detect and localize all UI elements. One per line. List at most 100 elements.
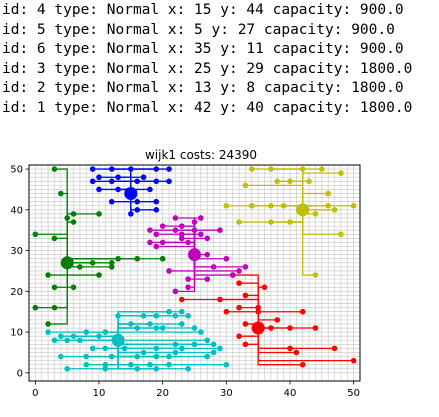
battery-info-line: id: 2 type: Normal x: 13 y: 8 capacity: … [2,80,404,97]
battery-point [111,333,125,347]
house-point [191,325,198,331]
house-point [153,365,160,372]
house-point [255,304,261,311]
battery-info-text: id: 4 type: Normal x: 15 y: 44 capacity:… [2,1,412,119]
house-point [96,333,102,339]
house-point [70,284,77,291]
house-point [172,312,179,319]
house-point [32,231,39,238]
house-point [128,321,134,327]
house-point [102,361,109,368]
house-point [280,202,287,209]
house-point [166,308,172,315]
house-point [178,296,185,303]
house-point [32,304,39,311]
plot-frame [28,164,361,382]
house-point [236,219,242,225]
house-point [185,239,191,246]
house-point [229,272,236,278]
house-point [58,353,64,360]
house-point [134,207,141,213]
house-point [159,239,166,246]
house-point [299,361,306,368]
house-point [198,231,204,238]
house-point [159,255,166,262]
house-point [350,202,357,209]
house-point [299,166,306,172]
x-tick-label: 40 [284,388,297,399]
house-point [274,178,281,185]
house-point [268,325,274,331]
cable-line [60,192,68,263]
battery-point [188,248,201,262]
house-point [102,365,109,372]
cable-line [117,340,189,370]
house-point [242,182,249,189]
house-points [32,166,357,372]
house-point [134,365,141,372]
house-point [172,227,179,234]
house-point [191,219,198,225]
house-point [248,166,255,172]
house-point [178,345,185,352]
house-point [51,304,58,311]
house-point [64,365,70,372]
cable-line [239,282,259,329]
house-point [153,312,160,319]
battery-info-line: id: 4 type: Normal x: 15 y: 44 capacity:… [2,2,404,18]
house-point [147,239,153,246]
house-point [242,321,249,327]
house-point [108,166,115,172]
house-point [191,227,198,234]
house-point [306,178,312,185]
house-point [236,304,242,311]
house-point [166,361,172,368]
house-point [178,235,185,242]
house-point [287,178,293,185]
battery-point [251,321,265,335]
house-point [134,198,141,205]
x-tick-label: 10 [93,388,106,399]
house-point [166,353,172,360]
y-tick-label: 20 [10,287,23,298]
house-point [217,227,223,234]
battery-info-line: id: 5 type: Normal x: 5 y: 27 capacity: … [2,21,395,38]
house-point [166,166,172,172]
house-point [51,235,58,242]
battery-point [60,256,74,270]
house-point [236,268,242,274]
house-point [45,329,51,335]
x-tick-label: 20 [156,388,169,399]
house-point [172,215,179,221]
house-point [217,296,223,303]
house-point [325,202,331,209]
house-point [140,174,147,181]
house-point [242,264,249,270]
house-point [223,308,230,315]
house-point [134,178,141,185]
cable-line [117,340,176,354]
house-point [242,341,249,348]
battery-point [296,203,310,217]
house-point [338,231,344,238]
house-point [287,325,293,331]
house-point [204,251,211,258]
house-point [299,308,306,315]
house-point [191,341,198,348]
house-point [89,166,96,172]
house-point [108,198,115,205]
house-point [45,272,51,278]
house-point [153,178,160,185]
axis-ticks: 0 10 20 30 40 50 0 10 20 30 40 50 [10,165,360,399]
house-point [70,211,77,217]
house-point [89,345,96,352]
house-point [319,166,325,172]
house-point [134,325,141,331]
house-point [255,308,261,315]
house-point [287,219,293,225]
house-point [153,207,160,213]
house-point [89,178,96,185]
cable-line [175,254,196,292]
house-point [108,264,115,270]
battery-point [124,187,138,201]
